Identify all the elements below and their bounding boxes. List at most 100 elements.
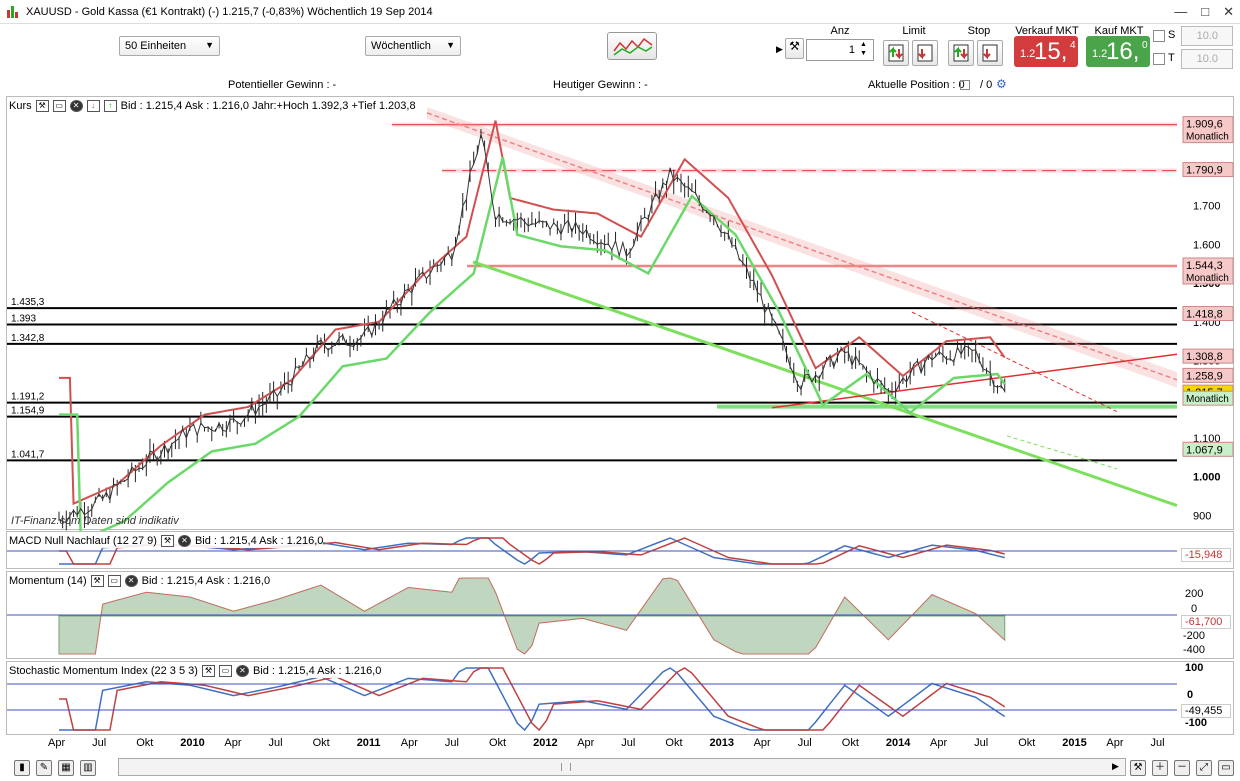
macd-panel-header: MACD Null Nachlauf (12 27 9) ⚒ ✕ Bid : 1… (9, 534, 324, 548)
wrench-icon[interactable]: ⚒ (90, 575, 104, 587)
t-checkbox[interactable] (1153, 53, 1165, 65)
y-tick-label: 1.000 (1193, 472, 1221, 484)
stop-sell-button[interactable] (977, 40, 1003, 66)
chart-indicator-icon (613, 37, 653, 56)
minimize-button[interactable]: — (1174, 4, 1188, 19)
downtrend-band (427, 107, 1177, 388)
zoom-fit-icon[interactable]: ⤢ (1196, 760, 1212, 776)
close-icon[interactable]: ✕ (235, 665, 249, 677)
horizontal-scrollbar[interactable] (118, 758, 1126, 776)
sell-market-button[interactable]: 1.2 15, 4 (1014, 36, 1078, 67)
wrench-icon[interactable]: ⚒ (160, 535, 174, 547)
candles-icon[interactable]: ▮ (14, 760, 30, 776)
zoom-out-icon[interactable]: － (1174, 760, 1190, 776)
scroll-right-icon[interactable]: ▶ (1112, 761, 1119, 771)
limit-sell-button[interactable] (912, 40, 938, 66)
macd-bid: Bid : 1.215,4 Ask : 1.216,0 (194, 535, 324, 547)
buy-market-button[interactable]: 1.2 16, 0 (1086, 36, 1150, 67)
price-tag-period: Monatlich (1186, 132, 1229, 143)
red-uptrend-line (771, 353, 1178, 409)
units-select[interactable]: 50 Einheiten ▼ (119, 36, 220, 56)
x-tick-label: Apr (1106, 737, 1124, 749)
y-tick-label: 1.700 (1193, 201, 1221, 213)
x-tick-label: Jul (974, 737, 989, 749)
price-chart[interactable]: 1.435,3 1.393 1.342,8 1.191,2 1.154,9 1.041,7… (7, 97, 1235, 531)
stop-label: Stop (967, 25, 991, 37)
window-icon[interactable]: ▭ (218, 665, 232, 677)
x-tick-label: Jul (268, 737, 283, 749)
arrow-down-icon[interactable]: ↓ (86, 100, 100, 112)
bottom-right-tools: ⚒ ＋ － ⤢ ▭ (1130, 760, 1234, 776)
chart-type-button[interactable] (607, 32, 657, 60)
close-icon[interactable]: ✕ (177, 535, 191, 547)
green-trend-extension (1006, 435, 1118, 470)
window-icon[interactable]: ▭ (107, 575, 121, 587)
wrench-icon[interactable]: ⚒ (35, 100, 49, 112)
limit-buy-icon (888, 44, 904, 62)
price-tag-value: 1.308,8 (1186, 351, 1223, 363)
red-trend-extension (911, 311, 1118, 413)
x-tick-label: Jul (444, 737, 459, 749)
window-icon[interactable]: ▭ (52, 100, 66, 112)
stochastic-chart[interactable] (7, 662, 1235, 736)
buy-price-pip: 0 (1142, 40, 1148, 51)
quantity-input[interactable]: 1 (806, 39, 874, 61)
zoom-in-icon[interactable]: ＋ (1152, 760, 1168, 776)
window-icon[interactable]: ▭ (1218, 760, 1234, 776)
close-icon[interactable]: ✕ (69, 100, 83, 112)
chart-settings-icon[interactable]: ⚒ (1130, 760, 1146, 776)
arrow-up-icon[interactable]: ↑ (103, 100, 117, 112)
t-value-input[interactable]: 10.0 (1181, 49, 1233, 69)
x-tick-label: Apr (577, 737, 595, 749)
momentum-label: Momentum (14) (9, 575, 87, 587)
close-button[interactable]: ✕ (1223, 4, 1234, 19)
macd-label: MACD Null Nachlauf (12 27 9) (9, 535, 157, 547)
wrench-icon[interactable]: ⚒ (785, 38, 804, 59)
price-panel: 1.435,3 1.393 1.342,8 1.191,2 1.154,9 1.041,7… (6, 96, 1235, 531)
price-tag-period: Monatlich (1186, 273, 1229, 284)
period-select-value: Wöchentlich (371, 40, 431, 52)
close-icon[interactable]: ✕ (124, 575, 138, 587)
scroll-thumb-grip[interactable] (561, 763, 571, 771)
stochastic-tick-100: 100 (1185, 662, 1204, 674)
bars-icon[interactable]: ▥ (80, 760, 96, 776)
table-icon[interactable]: ▦ (58, 760, 74, 776)
stop-buy-button[interactable] (948, 40, 974, 66)
x-tick-label: Okt (841, 737, 859, 749)
momentum-chart[interactable] (7, 572, 1235, 660)
level-label: 1.435,3 (11, 297, 45, 308)
app-icon (6, 5, 20, 19)
x-tick-label: 2014 (885, 737, 911, 749)
limit-label: Limit (902, 25, 926, 37)
gears-icon[interactable]: ⚙ (996, 77, 1007, 91)
price-tag (1182, 441, 1234, 457)
s-value-input[interactable]: 10.0 (1181, 26, 1233, 46)
trade-panel-arrow-icon[interactable]: ▶ (776, 44, 783, 54)
limit-buy-button[interactable] (883, 40, 909, 66)
units-select-value: 50 Einheiten (125, 40, 187, 52)
resistance-band (442, 168, 1177, 173)
level-label: 1.393 (11, 314, 36, 325)
level-label: 1.191,2 (11, 392, 45, 403)
price-tag-value: 1.067,9 (1186, 444, 1223, 456)
buy-price-main: 16, (1106, 38, 1140, 65)
s-checkbox[interactable] (1153, 30, 1165, 42)
stochastic-line (59, 667, 1006, 732)
x-tick-label: Apr (400, 737, 418, 749)
position-detail-icon[interactable] (960, 80, 970, 90)
position-separator: / 0 (980, 79, 993, 91)
stochastic-tick-minus100: -100 (1185, 717, 1208, 729)
price-tag (1182, 162, 1234, 178)
window-titlebar: XAUUSD - Gold Kassa (€1 Kontrakt) (-) 1.… (0, 0, 1240, 24)
quantity-stepper[interactable]: ▲ ▼ (860, 41, 867, 57)
s-label: S (1168, 29, 1176, 41)
today-profit: Heutiger Gewinn : - (553, 79, 648, 91)
draw-tool-icon[interactable]: ✎ (36, 760, 52, 776)
stochastic-value: -49,455 (1181, 704, 1231, 718)
wrench-icon[interactable]: ⚒ (201, 665, 215, 677)
maximize-button[interactable]: □ (1201, 4, 1210, 19)
period-select[interactable]: Wöchentlich ▼ (365, 36, 461, 56)
x-tick-label: Apr (48, 737, 66, 749)
x-tick-label: Jul (92, 737, 107, 749)
price-tag-value: 1.544,3 (1186, 260, 1223, 272)
